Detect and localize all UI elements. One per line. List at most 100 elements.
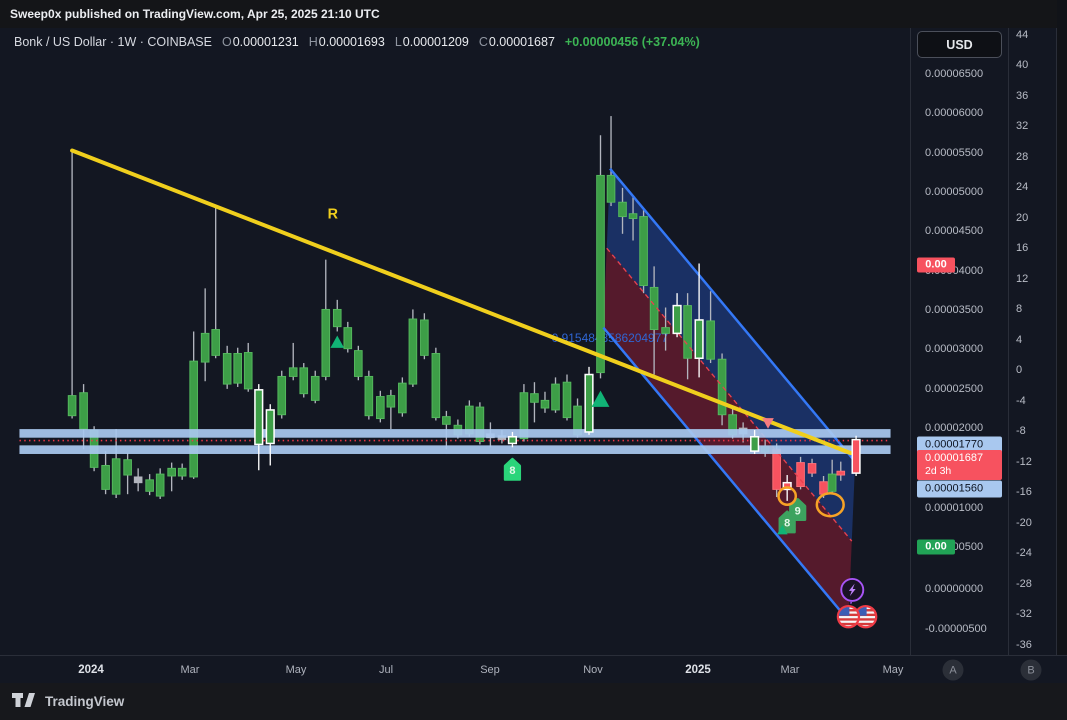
- percent-axis-label: -8: [1016, 425, 1026, 437]
- price-axis-label: 0.00003000: [925, 343, 984, 355]
- candle-body: [243, 352, 253, 390]
- percent-axis-label: 44: [1016, 29, 1029, 41]
- currency-toggle-button[interactable]: USD: [917, 31, 1002, 58]
- candle-body: [519, 392, 529, 440]
- time-axis-label: May: [285, 664, 307, 676]
- sell-triangle-marker: [762, 418, 774, 429]
- flag-stripe: [856, 622, 876, 626]
- time-axis-label: Jul: [378, 664, 394, 676]
- flag-stripe: [838, 618, 859, 621]
- price-axis-label: 0.00006000: [925, 107, 984, 119]
- footer-bar: TradingView: [0, 683, 1067, 720]
- candle-body: [551, 383, 560, 411]
- event-connector: [848, 601, 852, 609]
- candle-body: [507, 435, 518, 445]
- price-axis-label: 0.00002500: [925, 383, 984, 395]
- lightning-bolt-glyph: [848, 583, 856, 597]
- candle-body: [222, 352, 232, 385]
- candle-body: [827, 473, 837, 492]
- percent-axis-label: 12: [1016, 273, 1029, 285]
- price-axis-badge: 0.00001770: [917, 436, 1002, 454]
- numbered-pin-marker: [503, 457, 522, 481]
- candle-body: [376, 396, 385, 420]
- pin-number-label: 8: [509, 465, 515, 477]
- percent-axis-label: -28: [1016, 578, 1032, 590]
- price-axis-label: 0.00006500: [925, 68, 984, 80]
- candle-body: [254, 389, 264, 446]
- tradingview-logo-icon[interactable]: [12, 693, 38, 710]
- candle-body: [354, 350, 363, 377]
- tradingview-brand-text[interactable]: TradingView: [45, 694, 125, 709]
- candle-body: [155, 473, 165, 497]
- candle-body: [299, 367, 309, 395]
- highlight-circle-annotation: [815, 491, 845, 518]
- time-axis-label: 2025: [685, 664, 711, 676]
- candle-body: [233, 352, 243, 384]
- candle-body: [167, 467, 176, 477]
- horizontal-band: [19, 445, 891, 454]
- candle-body: [694, 319, 704, 360]
- highlight-circle-annotation: [777, 486, 798, 506]
- candle-body: [672, 304, 682, 335]
- percent-axis-label: -12: [1016, 456, 1032, 468]
- scale-mode-button-b[interactable]: B: [1020, 659, 1042, 681]
- price-axis-label: 0.00002000: [925, 422, 984, 434]
- candle-body: [562, 381, 572, 419]
- candle-body: [431, 352, 441, 419]
- candle-body: [123, 459, 132, 476]
- candle-body: [200, 332, 210, 363]
- candle-body: [596, 174, 605, 374]
- symbol-title[interactable]: Bonk / US Dollar · 1W · COINBASE: [14, 35, 212, 49]
- flag-canton: [838, 607, 850, 616]
- price-scale[interactable]: 0.00006500 0.00006000 0.00005500 0.00005000…: [911, 28, 1009, 655]
- chart-pane[interactable]: 0.9154848586204977 8 9 8 R Bonk / US Dollar …: [0, 28, 911, 655]
- fib-level-label: 0.9154848586204977: [552, 331, 669, 345]
- candle-body: [530, 393, 539, 403]
- percent-axis-label: -16: [1016, 486, 1032, 498]
- candle-body: [475, 406, 485, 443]
- percent-axis-label: 32: [1016, 120, 1029, 132]
- percent-axis-label: 20: [1016, 212, 1029, 224]
- percent-scale[interactable]: 44 40 36 32 28 24 20 16 12 8 4 0 -4 -8 -12 -16 -20 -24 -28…: [1008, 28, 1057, 655]
- price-axis-label: 0.00000000: [925, 583, 984, 595]
- candle-body: [364, 375, 374, 417]
- percent-axis-label: 40: [1016, 59, 1029, 71]
- percent-axis-label: 36: [1016, 90, 1029, 102]
- price-axis-badge: 0.00: [917, 539, 955, 555]
- price-axis-label: 0.00005500: [925, 147, 984, 159]
- candle-body: [386, 395, 396, 408]
- candle-body: [750, 435, 760, 452]
- pin-number-label: 8: [784, 518, 790, 530]
- candle-body: [343, 327, 353, 350]
- candle-body: [628, 213, 638, 219]
- scale-mode-button-a[interactable]: A: [942, 659, 964, 681]
- pin-number-label: 9: [795, 505, 801, 517]
- candle-body: [442, 416, 451, 425]
- candle-body: [288, 367, 298, 377]
- candle-body: [661, 327, 670, 334]
- time-axis-label: Sep: [480, 664, 500, 676]
- percent-axis-label: 24: [1016, 181, 1029, 193]
- candle-body: [101, 464, 110, 490]
- time-axis-label: Mar: [180, 664, 200, 676]
- buy-triangle-marker: [330, 335, 345, 348]
- candle-body: [639, 216, 648, 286]
- price-axis-label: 0.00005000: [925, 186, 984, 198]
- percent-axis-label: 0: [1016, 364, 1023, 376]
- time-scale[interactable]: 2024 Mar May Jul Sep Nov 2025 Mar May A B: [0, 655, 1067, 685]
- price-axis-label: -0.00000500: [925, 623, 987, 635]
- candle-body: [332, 308, 342, 328]
- price-axis-badge: 0.00: [917, 257, 955, 273]
- percent-axis-label: -24: [1016, 547, 1032, 559]
- percent-axis-label: -4: [1016, 395, 1026, 407]
- price-axis-label: 0.00004500: [925, 225, 984, 237]
- percent-axis-label: 28: [1016, 151, 1029, 163]
- candle-body: [606, 174, 616, 203]
- price-axis-label: 0.00001000: [925, 502, 984, 514]
- candle-body: [807, 463, 817, 474]
- right-edge-margin: [1057, 0, 1067, 720]
- time-axis-label: Nov: [583, 664, 603, 676]
- candle-body: [706, 320, 715, 360]
